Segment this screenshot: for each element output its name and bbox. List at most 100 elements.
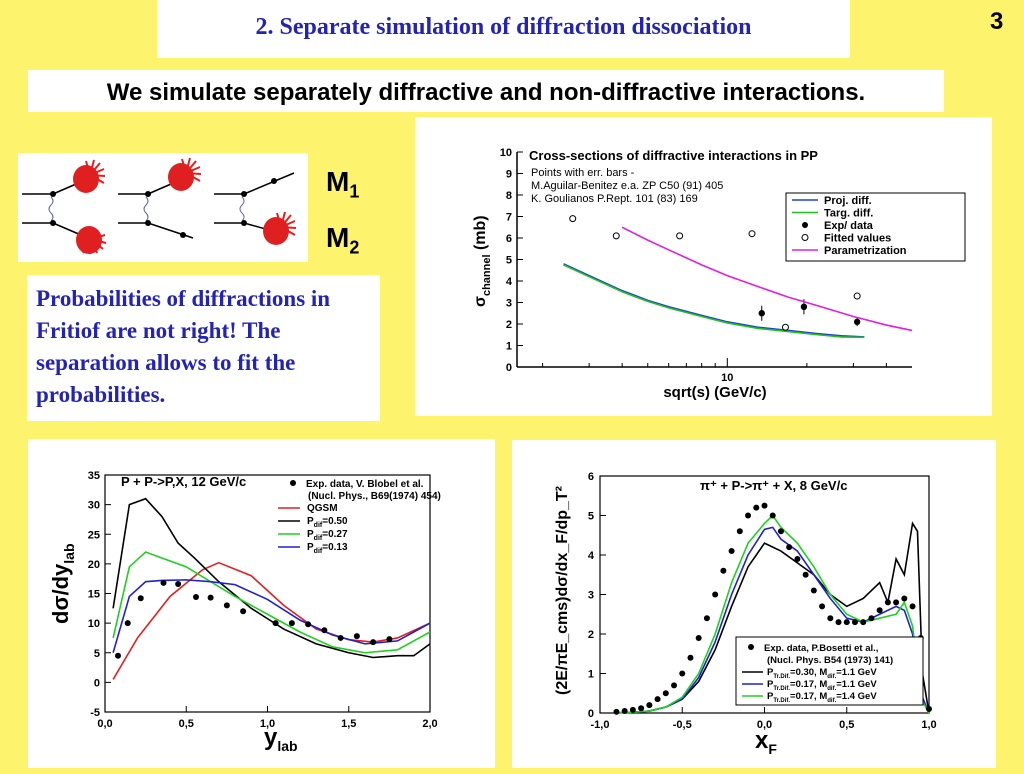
exp-data-point: [193, 594, 199, 601]
series-line-parametrization: [621, 226, 913, 332]
y-tick-label: 1: [588, 669, 594, 681]
exp-data-point: [305, 621, 312, 628]
series-line: [613, 526, 930, 714]
legend-swatch: [802, 222, 808, 228]
exp-data-point: [175, 581, 182, 588]
xf-chart-panel: 0 1 2 3 4 5 6 -1,0 -0,5 0,0 0,5 1,0 xF (2E/πE_cms)dσ/…: [512, 440, 996, 768]
exp-data-point: [621, 708, 628, 715]
m2-sub: 2: [349, 237, 360, 258]
y-axis-label: (2E/πE_cms)dσ/dx_F/dp_T²: [554, 486, 571, 695]
exp-data-point: [728, 548, 735, 555]
exp-data-point: [115, 652, 121, 659]
exp-data-point: [777, 528, 784, 535]
xf-chart: 0 1 2 3 4 5 6 -1,0 -0,5 0,0 0,5 1,0 xF (2E/πE_cms)dσ/…: [554, 471, 937, 757]
exp-data-point: [613, 708, 620, 715]
exp-data-point: [843, 619, 850, 626]
y-tick-label: 4: [506, 276, 513, 288]
y-tick-label: 0: [506, 362, 512, 374]
y-tick-label: 15: [88, 589, 100, 601]
legend-label: PTr.Dif.=0.17, Mdif.=1.4 GeV: [767, 691, 877, 704]
series-line: [112, 561, 431, 680]
y-tick-label: 10: [88, 618, 100, 630]
exp-data-point: [835, 619, 842, 626]
m1-sub: 1: [349, 181, 360, 202]
x-tick-label: 1,5: [341, 718, 356, 730]
exp-data-point: [288, 620, 295, 627]
legend-label: Pdif=0.27: [307, 529, 348, 542]
y-tick-label: 5: [588, 511, 594, 523]
exp-data-point: [712, 591, 719, 598]
chart-title: Cross-sections of diffractive interactio…: [529, 148, 818, 163]
exp-data-point: [720, 567, 727, 574]
slide-title: 2. Separate simulation of diffraction di…: [255, 14, 752, 40]
exp-data-point: [687, 654, 694, 661]
x-tick-label: 2,0: [422, 718, 437, 730]
exp-data-point: [851, 619, 858, 626]
diffraction-diagram-target-icon: [118, 157, 202, 239]
exp-data-point: [810, 587, 817, 594]
slide-subtitle: We simulate separately diffractive and n…: [106, 79, 866, 106]
exp-data-point: [761, 502, 768, 509]
y-axis-label: σchannel (mb): [472, 215, 493, 307]
legend-label: Pdif=0.50: [307, 516, 348, 529]
exp-data-point: [868, 615, 875, 622]
exp-data-point: [272, 620, 279, 627]
legend-title-2: (Nucl. Phys. B54 (1973) 141): [767, 655, 893, 666]
legend-swatch: [801, 234, 809, 241]
exp-data-point: [901, 595, 908, 602]
exp-data-point: [223, 602, 230, 609]
series-line: [112, 497, 431, 659]
x-tick-label: 1,0: [260, 718, 275, 730]
exp-data-point: [240, 608, 247, 615]
x-tick-label: 0,5: [179, 718, 194, 730]
y-tick-label: 1: [506, 341, 512, 353]
exp-data-point: [736, 528, 743, 535]
chart-title: P + P->P,X, 12 GeV/c: [121, 474, 246, 489]
y-tick-label: 25: [88, 529, 100, 541]
fitted-value-point: [853, 292, 861, 300]
exp-data-point: [745, 512, 752, 519]
x-tick-label: -0,5: [673, 719, 692, 731]
x-axis-label: xF: [755, 727, 777, 757]
exp-data-point: [646, 702, 653, 709]
exp-data-point: [909, 603, 916, 610]
y-tick-label: 3: [588, 590, 594, 602]
exp-data-point: [207, 594, 214, 601]
series-line-projdiff: [563, 263, 865, 338]
exp-data-point: [321, 627, 328, 634]
y-tick-label: 0: [94, 677, 100, 689]
legend-title-2: (Nucl. Phys., B69(1974) 454): [308, 491, 441, 502]
y-tick-label: 2: [506, 319, 512, 331]
exp-data-point: [703, 615, 710, 622]
exp-data-point: [353, 633, 360, 640]
legend-label: Pdif=0.13: [307, 542, 348, 555]
series-line: [613, 514, 930, 714]
feynman-diagrams: [22, 157, 297, 255]
exp-data-point: [860, 619, 867, 626]
exp-data-point: [853, 318, 861, 326]
legend-label: Parametrization: [824, 245, 907, 257]
exp-data-point: [753, 504, 760, 511]
m1-base: M: [326, 166, 350, 197]
legend-label: PTr.Dif.=0.30, Mdif.=1.1 GeV: [767, 667, 877, 680]
elastic-diagram-icon: [214, 172, 297, 245]
x-tick-label: 0,0: [97, 718, 112, 730]
subtitle-box: [28, 70, 944, 112]
y-tick-label: -5: [90, 707, 100, 719]
y-tick-label: 20: [88, 559, 100, 571]
exp-data-point: [802, 571, 809, 578]
probabilities-text: Probabilities of diffractions in Fritiof…: [36, 286, 331, 407]
diffraction-diagram-projectile-icon: [22, 159, 107, 255]
fitted-value-point: [781, 323, 789, 331]
legend-swatch: [748, 644, 754, 650]
feynman-diagrams-panel: [18, 153, 308, 262]
legend-title: Exp. data, P.Bosetti et al.,: [764, 643, 878, 654]
exp-data-point: [137, 595, 144, 602]
x-tick-label: -1,0: [591, 719, 610, 731]
exp-data-point: [671, 682, 678, 689]
exp-data-point: [386, 636, 393, 643]
m2-base: M: [326, 222, 350, 253]
exp-data-point: [876, 607, 883, 614]
y-tick-label: 9: [506, 169, 512, 181]
legend-box: [735, 636, 924, 706]
